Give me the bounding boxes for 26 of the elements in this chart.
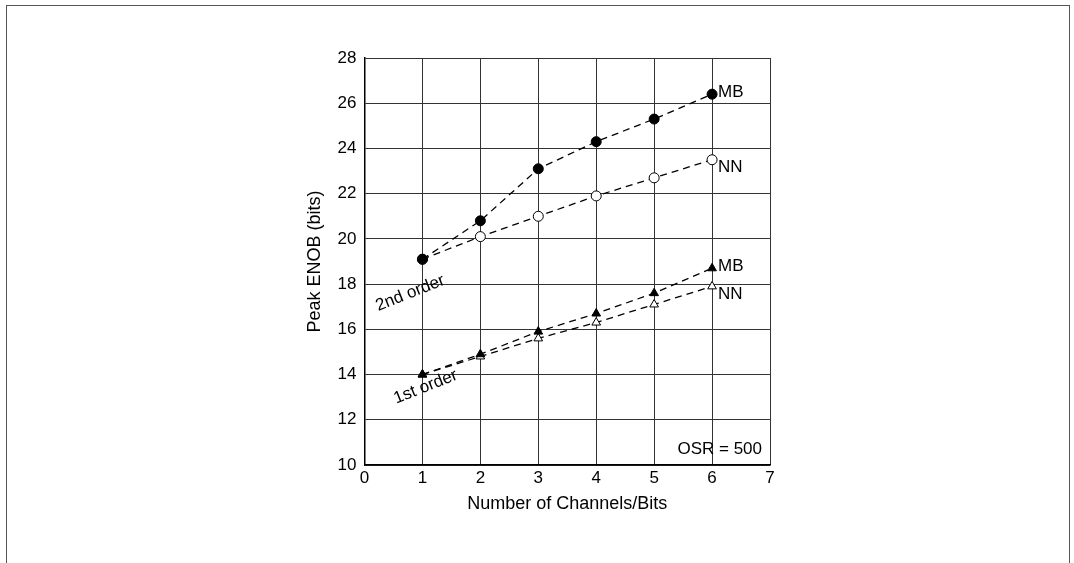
x-tick-label: 2 [475, 467, 486, 487]
y-tick-label: 28 [337, 47, 357, 67]
y-tick-label: 26 [337, 92, 357, 112]
x-tick-label: 1 [417, 467, 428, 487]
series-label: NN [718, 284, 743, 304]
x-tick-label: 7 [765, 467, 775, 487]
y-tick-label: 24 [337, 138, 357, 158]
series-label: NN [718, 157, 743, 177]
x-tick-label: 5 [649, 467, 659, 487]
x-tick-label: 4 [591, 467, 601, 487]
x-tick-label: 6 [707, 467, 717, 487]
series-label: MB [718, 81, 744, 101]
annotation: 1st order [390, 364, 461, 408]
y-tick-label: 22 [337, 183, 357, 203]
y-tick-label: 12 [337, 409, 357, 429]
x-tick-label: 0 [359, 467, 370, 487]
x-axis-title: Number of Channels/Bits [467, 493, 668, 514]
y-tick-label: 20 [337, 228, 357, 248]
x-tick-label: 3 [533, 467, 544, 487]
y-tick-label: 10 [337, 454, 357, 474]
annotation: 2nd order [372, 270, 448, 315]
y-tick-label: 14 [337, 364, 357, 384]
y-tick-label: 16 [337, 319, 357, 339]
series-label: MB [718, 255, 744, 275]
y-tick-label: 18 [337, 273, 357, 293]
y-axis-title: Peak ENOB (bits) [303, 190, 324, 333]
